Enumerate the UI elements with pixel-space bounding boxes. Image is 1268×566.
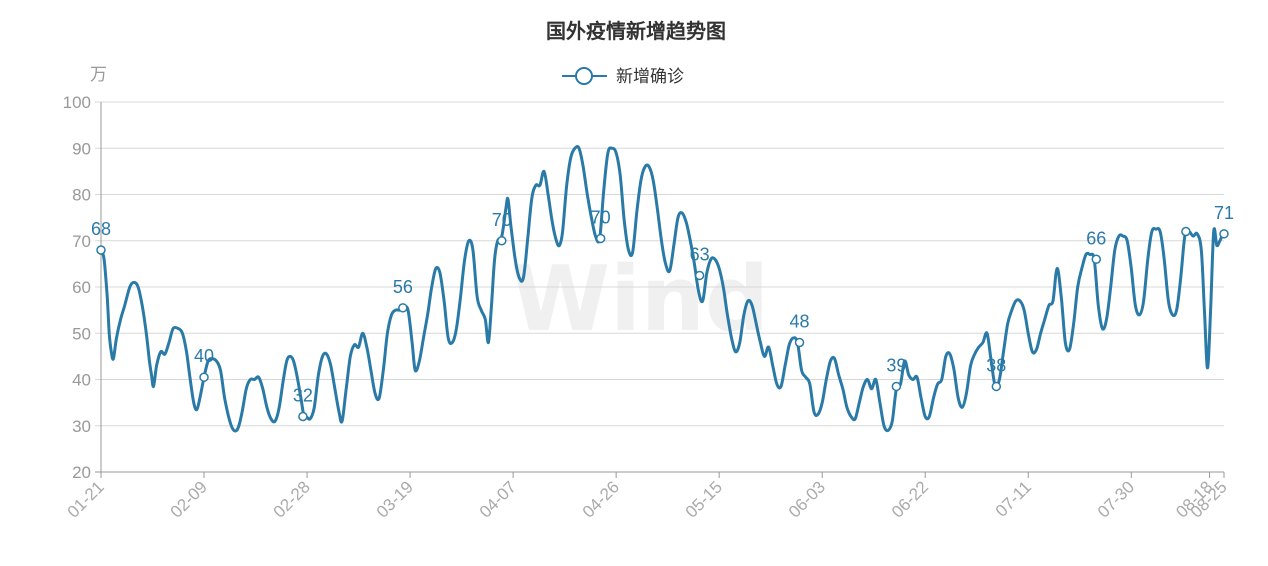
x-tick-label: 02-09 xyxy=(167,477,211,521)
data-label: 66 xyxy=(1086,228,1106,248)
data-label: 63 xyxy=(690,244,710,264)
chart-title: 国外疫情新增趋势图 xyxy=(546,19,726,43)
data-label: 56 xyxy=(393,277,413,297)
y-tick-label: 100 xyxy=(63,93,91,112)
y-tick-label: 30 xyxy=(72,417,91,436)
x-tick-label: 02-28 xyxy=(270,477,314,521)
x-tick-label: 05-15 xyxy=(682,477,726,521)
data-label: 68 xyxy=(91,219,111,239)
series-line-新增确诊 xyxy=(99,145,1226,433)
y-tick-label: 60 xyxy=(72,278,91,297)
data-markers: 68 40 32 56 70 70 63 48 39 38 66 71 xyxy=(91,203,1234,422)
data-point-marker[interactable] xyxy=(891,381,902,392)
data-point-marker[interactable] xyxy=(497,236,507,246)
legend-label: 新增确诊 xyxy=(616,67,684,87)
data-point-marker[interactable] xyxy=(694,270,705,281)
y-tick-label: 70 xyxy=(72,232,91,251)
y-tick-label: 80 xyxy=(72,186,91,205)
data-point-marker[interactable] xyxy=(595,233,606,244)
data-point-marker[interactable] xyxy=(991,381,1002,392)
data-point-marker[interactable] xyxy=(96,245,106,255)
data-point-marker[interactable] xyxy=(794,337,805,348)
legend[interactable]: 新增确诊 xyxy=(562,67,684,87)
x-tick-label: 06-22 xyxy=(888,477,932,521)
x-tick-label: 04-26 xyxy=(579,477,623,521)
x-tick-label: 07-11 xyxy=(992,477,1035,520)
data-point-marker[interactable] xyxy=(199,372,209,382)
y-tick-label: 90 xyxy=(72,139,91,158)
data-point-marker[interactable] xyxy=(1091,254,1101,264)
x-tick-label: 01-21 xyxy=(64,477,108,521)
y-tick-label: 40 xyxy=(72,371,91,390)
x-tick-label: 06-03 xyxy=(785,477,829,521)
data-label: 32 xyxy=(293,386,313,406)
y-axis-ticks: 20 30 40 50 60 70 80 90 100 xyxy=(63,93,91,482)
data-label: 38 xyxy=(986,355,1006,375)
data-label: 40 xyxy=(194,346,214,366)
data-label: 71 xyxy=(1214,203,1234,223)
y-tick-label: 20 xyxy=(72,463,91,482)
data-label: 70 xyxy=(591,207,611,227)
data-point-marker[interactable] xyxy=(298,411,308,422)
y-tick-label: 50 xyxy=(72,324,91,343)
data-label: 70 xyxy=(492,210,512,230)
data-point-marker[interactable] xyxy=(398,303,408,313)
data-label: 48 xyxy=(790,312,810,332)
data-point-marker[interactable] xyxy=(1181,226,1191,237)
x-tick-label: 03-19 xyxy=(373,477,417,521)
x-tick-label: 07-30 xyxy=(1094,477,1138,521)
y-axis-unit: 万 xyxy=(90,65,107,85)
x-tick-label: 04-07 xyxy=(476,477,520,521)
data-label: 39 xyxy=(886,355,906,375)
data-point-marker[interactable] xyxy=(1219,229,1229,239)
legend-marker-icon xyxy=(575,67,593,85)
